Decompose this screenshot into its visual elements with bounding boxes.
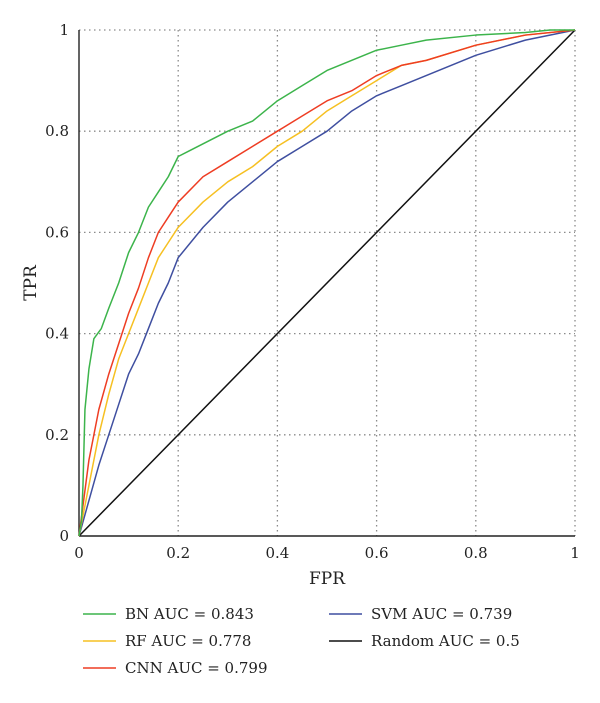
legend-label: RF AUC = 0.778 <box>125 632 251 650</box>
legend-label: SVM AUC = 0.739 <box>371 605 512 623</box>
y-tick-label: 1 <box>59 21 69 39</box>
legend-item: CNN AUC = 0.799 <box>83 659 268 677</box>
x-tick-label: 0 <box>74 544 84 562</box>
series-line-2 <box>78 29 576 537</box>
x-tick-label: 0.8 <box>464 544 488 562</box>
y-tick-label: 0 <box>59 527 69 545</box>
x-tick-label: 0.6 <box>365 544 389 562</box>
legend: BN AUC = 0.843 RF AUC = 0.778 CNN AUC = 0.… <box>83 605 520 677</box>
x-tick-label: 0.2 <box>166 544 190 562</box>
x-tick-label: 0.4 <box>265 544 289 562</box>
y-tick-label: 0.8 <box>45 122 69 140</box>
series-line-0 <box>78 29 575 537</box>
x-axis-title: FPR <box>309 569 346 589</box>
series-line-4 <box>78 29 576 537</box>
series-line-3 <box>78 29 576 537</box>
legend-label: BN AUC = 0.843 <box>125 605 254 623</box>
y-tick-label: 0.6 <box>45 223 69 241</box>
series-lines <box>78 29 576 537</box>
axes <box>78 30 575 537</box>
legend-label: Random AUC = 0.5 <box>371 632 520 650</box>
y-tick-label: 0.4 <box>45 325 69 343</box>
legend-item: BN AUC = 0.843 <box>83 605 254 623</box>
y-axis-title: TPR <box>21 264 41 301</box>
y-tick-label: 0.2 <box>45 426 69 444</box>
legend-item: Random AUC = 0.5 <box>329 632 520 650</box>
tick-labels: 0 0.2 0.4 0.6 0.8 1 0 0.2 0.4 0.6 0.8 1 <box>45 21 580 562</box>
legend-item: SVM AUC = 0.739 <box>329 605 512 623</box>
legend-label: CNN AUC = 0.799 <box>125 659 268 677</box>
x-tick-label: 1 <box>570 544 580 562</box>
legend-item: RF AUC = 0.778 <box>83 632 251 650</box>
